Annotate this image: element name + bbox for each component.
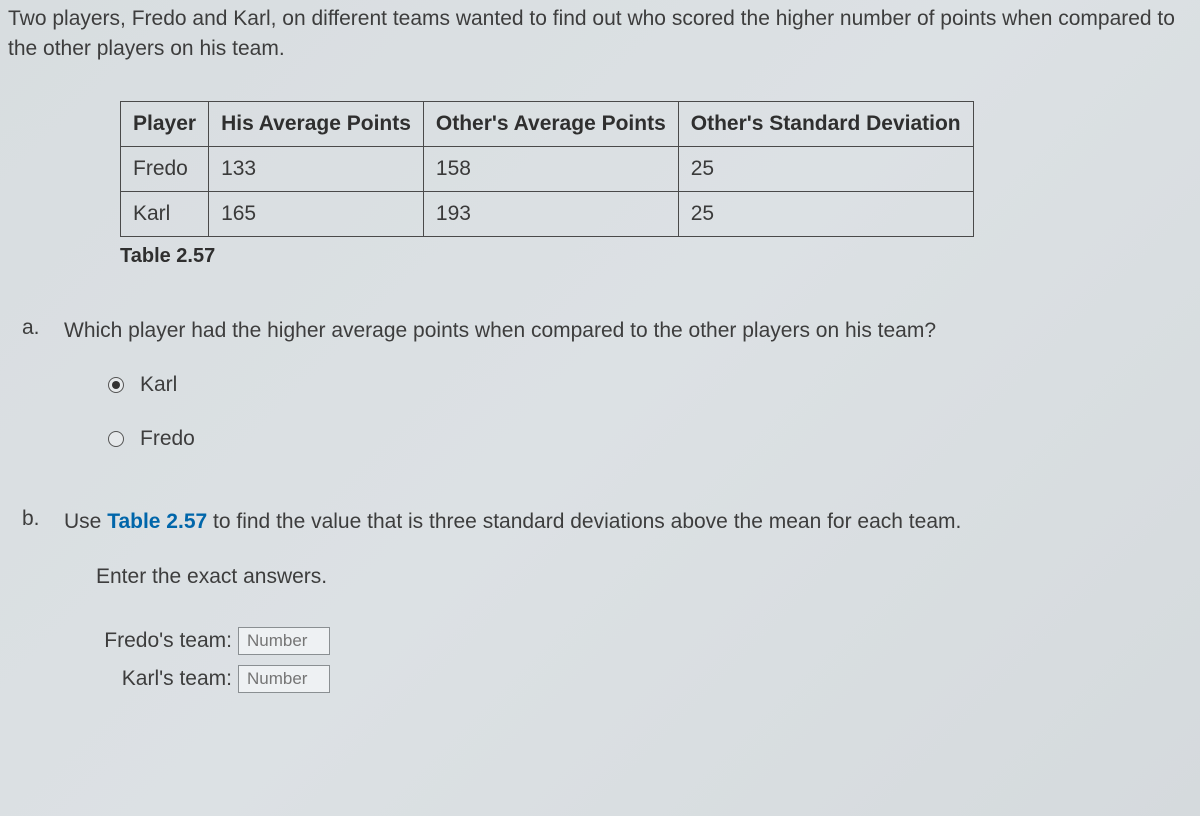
cell: Karl	[121, 191, 209, 236]
qb-suffix: to find the value that is three standard…	[207, 510, 961, 533]
karl-team-input[interactable]	[238, 665, 330, 693]
question-a-label: a.	[8, 316, 64, 340]
col-others-avg: Other's Average Points	[423, 101, 678, 146]
fredo-team-input[interactable]	[238, 627, 330, 655]
answers-block: Fredo's team: Karl's team:	[96, 627, 1184, 693]
col-others-sd: Other's Standard Deviation	[678, 101, 973, 146]
cell: 25	[678, 191, 973, 236]
table-row: Karl 165 193 25	[121, 191, 974, 236]
radio-icon[interactable]	[108, 377, 124, 393]
question-a-text: Which player had the higher average poin…	[64, 316, 936, 345]
answer-label-fredo: Fredo's team:	[96, 629, 238, 653]
cell: 158	[423, 146, 678, 191]
table-header-row: Player His Average Points Other's Averag…	[121, 101, 974, 146]
option-karl[interactable]: Karl	[108, 373, 1184, 397]
cell: Fredo	[121, 146, 209, 191]
cell: 25	[678, 146, 973, 191]
col-player: Player	[121, 101, 209, 146]
radio-icon[interactable]	[108, 431, 124, 447]
data-table-container: Player His Average Points Other's Averag…	[120, 101, 1184, 237]
question-a-options: Karl Fredo	[108, 373, 1184, 451]
table-caption: Table 2.57	[120, 245, 1184, 268]
qb-prefix: Use	[64, 510, 107, 533]
cell: 165	[209, 191, 424, 236]
answer-row-karl: Karl's team:	[96, 665, 1184, 693]
question-a: a. Which player had the higher average p…	[8, 316, 1184, 345]
answer-row-fredo: Fredo's team:	[96, 627, 1184, 655]
option-label: Fredo	[140, 427, 195, 451]
cell: 133	[209, 146, 424, 191]
col-his-avg: His Average Points	[209, 101, 424, 146]
table-row: Fredo 133 158 25	[121, 146, 974, 191]
answer-label-karl: Karl's team:	[96, 667, 238, 691]
data-table: Player His Average Points Other's Averag…	[120, 101, 974, 237]
table-link[interactable]: Table 2.57	[107, 510, 207, 533]
cell: 193	[423, 191, 678, 236]
question-b-label: b.	[8, 507, 64, 531]
question-b-sub: Enter the exact answers.	[96, 565, 1184, 589]
option-fredo[interactable]: Fredo	[108, 427, 1184, 451]
intro-text: Two players, Fredo and Karl, on differen…	[8, 4, 1184, 65]
option-label: Karl	[140, 373, 177, 397]
question-b-text: Use Table 2.57 to find the value that is…	[64, 507, 961, 536]
question-b: b. Use Table 2.57 to find the value that…	[8, 507, 1184, 536]
